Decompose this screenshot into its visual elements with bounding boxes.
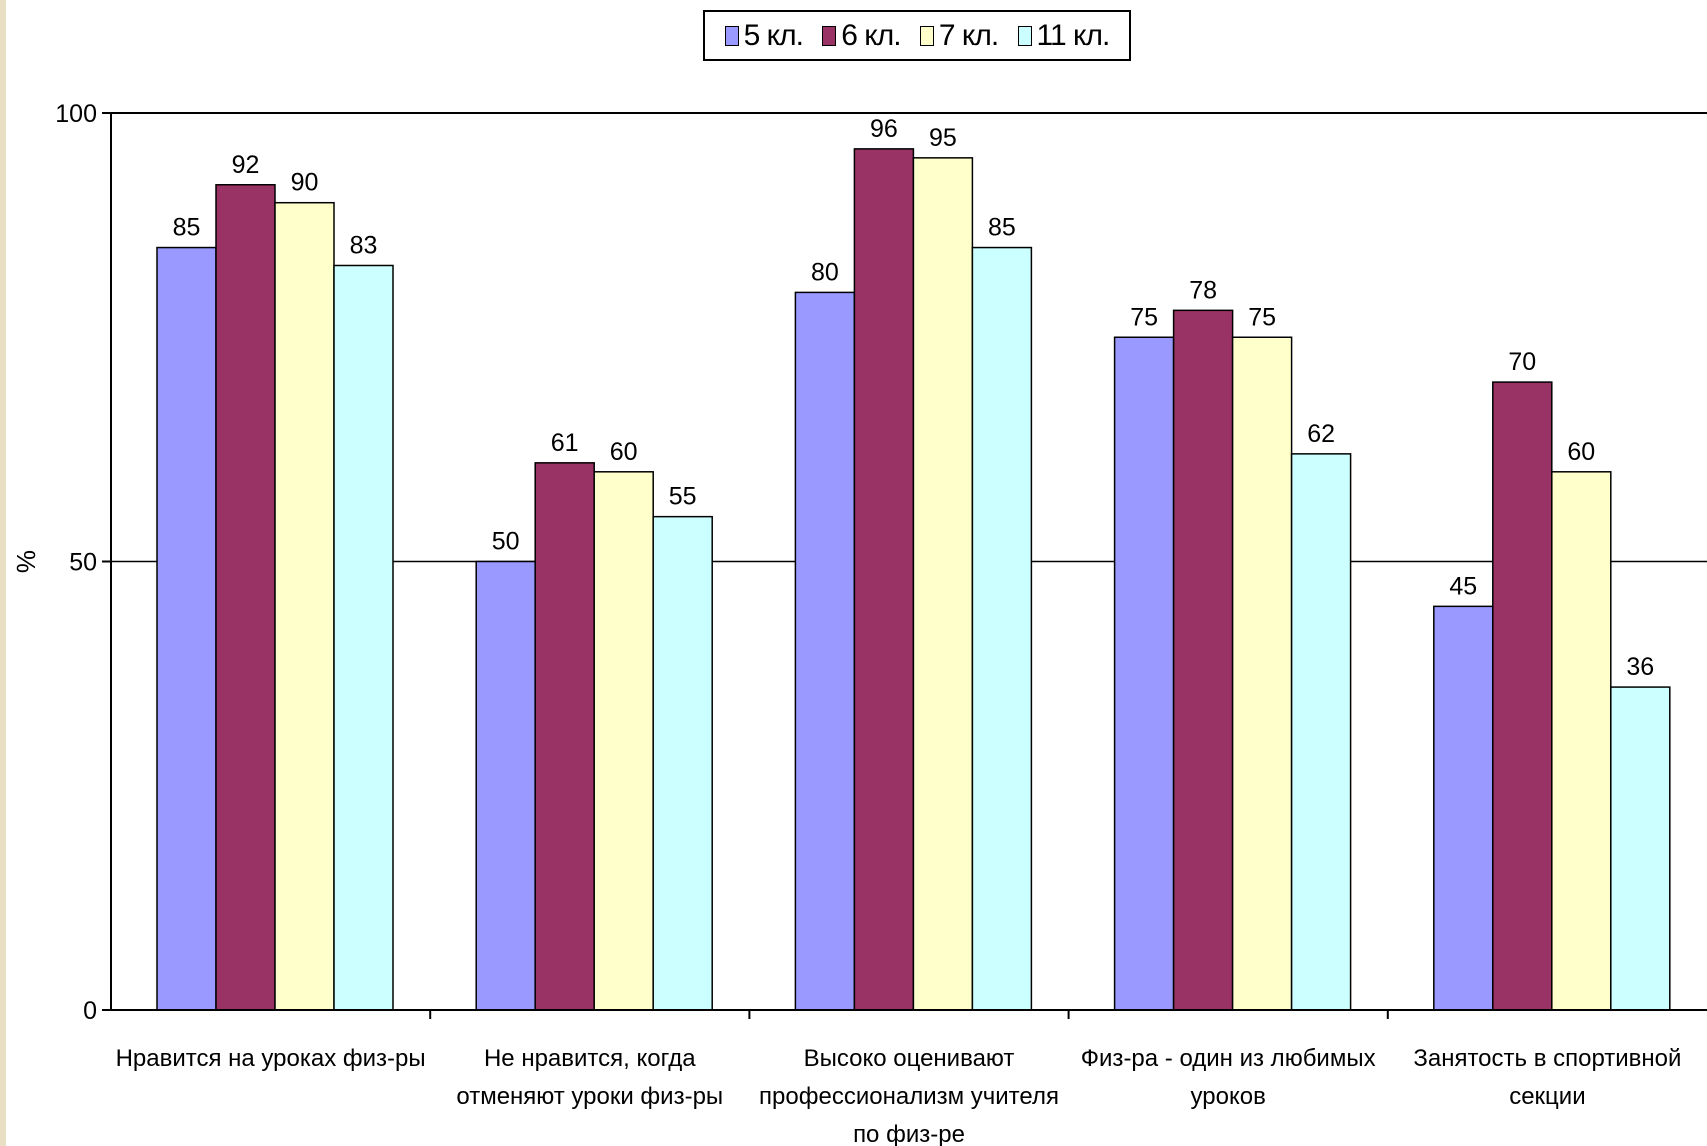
data-label: 55 bbox=[669, 483, 697, 511]
bar bbox=[795, 292, 854, 1010]
data-label: 80 bbox=[811, 258, 839, 286]
bar bbox=[972, 248, 1031, 1010]
data-label: 83 bbox=[350, 231, 378, 259]
data-label: 61 bbox=[551, 429, 579, 457]
legend-swatch-7 bbox=[920, 26, 934, 46]
y-axis-label: % bbox=[11, 550, 41, 573]
bar bbox=[1611, 687, 1670, 1010]
bar bbox=[476, 562, 535, 1011]
data-label: 70 bbox=[1508, 348, 1536, 376]
bar bbox=[334, 265, 393, 1010]
bar bbox=[1233, 337, 1292, 1010]
legend-label-5: 5 кл. bbox=[744, 19, 803, 53]
legend-swatch-11 bbox=[1018, 26, 1032, 46]
category-label: уроков bbox=[1191, 1083, 1266, 1110]
legend-item-7: 7 кл. bbox=[920, 19, 998, 53]
category-label: секции bbox=[1509, 1083, 1585, 1110]
category-label: Высоко оценивают bbox=[804, 1045, 1015, 1072]
data-label: 75 bbox=[1130, 303, 1158, 331]
y-tick-label: 0 bbox=[83, 997, 97, 1025]
legend-item-6: 6 кл. bbox=[822, 19, 900, 53]
data-label: 92 bbox=[232, 151, 260, 179]
data-label: 78 bbox=[1189, 276, 1217, 304]
bar bbox=[216, 185, 275, 1010]
bar bbox=[913, 158, 972, 1010]
category-label: Физ-ра - один из любимых bbox=[1081, 1045, 1376, 1072]
y-tick-label: 100 bbox=[55, 100, 97, 128]
data-label: 60 bbox=[610, 438, 638, 466]
data-label: 60 bbox=[1567, 438, 1595, 466]
bar bbox=[1493, 382, 1552, 1010]
category-label: Нравится на уроках физ-ры bbox=[116, 1045, 426, 1072]
y-tick-label: 50 bbox=[69, 549, 97, 577]
bar bbox=[1552, 472, 1611, 1010]
category-label: Не нравится, когда bbox=[484, 1045, 696, 1072]
data-label: 75 bbox=[1248, 303, 1276, 331]
legend-label-6: 6 кл. bbox=[841, 19, 900, 53]
chart-legend: 5 кл. 6 кл. 7 кл. 11 кл. bbox=[703, 10, 1131, 61]
bar bbox=[1292, 454, 1351, 1010]
data-label: 85 bbox=[173, 214, 201, 242]
data-label: 36 bbox=[1626, 653, 1654, 681]
bar bbox=[535, 463, 594, 1010]
data-label: 96 bbox=[870, 115, 898, 143]
bar bbox=[594, 472, 653, 1010]
data-label: 95 bbox=[929, 124, 957, 152]
data-label: 85 bbox=[988, 214, 1016, 242]
legend-swatch-6 bbox=[822, 26, 836, 46]
legend-label-11: 11 кл. bbox=[1037, 19, 1110, 53]
legend-item-11: 11 кл. bbox=[1018, 19, 1110, 53]
category-label: отменяют уроки физ-ры bbox=[456, 1083, 723, 1110]
legend-item-5: 5 кл. bbox=[725, 19, 803, 53]
data-label: 90 bbox=[291, 169, 319, 197]
bar bbox=[157, 248, 216, 1010]
category-label: профессионализм учителя bbox=[759, 1083, 1059, 1110]
bar bbox=[653, 517, 712, 1010]
bar bbox=[1434, 606, 1493, 1010]
data-label: 50 bbox=[492, 528, 520, 556]
category-label: Занятость в спортивной bbox=[1413, 1045, 1681, 1072]
bar bbox=[1115, 337, 1174, 1010]
bar bbox=[1174, 310, 1233, 1010]
bar bbox=[275, 203, 334, 1010]
legend-label-7: 7 кл. bbox=[939, 19, 998, 53]
bar bbox=[854, 149, 913, 1010]
data-label: 45 bbox=[1449, 572, 1477, 600]
category-label: по физ-ре bbox=[853, 1121, 965, 1146]
legend-swatch-5 bbox=[725, 26, 739, 46]
data-label: 62 bbox=[1307, 420, 1335, 448]
